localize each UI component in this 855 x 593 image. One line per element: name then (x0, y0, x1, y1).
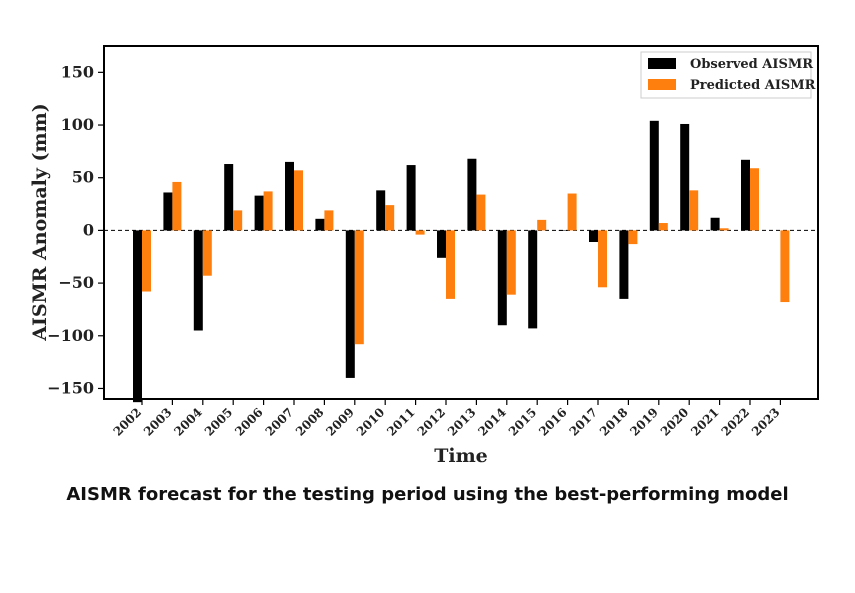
x-tick-label: 2022 (719, 405, 753, 439)
bar-observed-2014 (497, 230, 507, 326)
bar-observed-2022 (741, 159, 750, 231)
bar-predicted-2005 (233, 210, 243, 231)
bar-predicted-2015 (537, 219, 547, 231)
bar-predicted-2004 (202, 230, 212, 276)
x-tick-label: 2007 (263, 405, 297, 439)
x-tick-label: 2002 (111, 405, 145, 439)
bar-predicted-2019 (658, 223, 668, 231)
bar-predicted-2013 (476, 194, 486, 231)
chart: −150 −100 −50 0 50 100 150 20022003200420052006… (29, 45, 819, 467)
y-tick-label: −150 (47, 378, 94, 397)
bar-observed-2011 (406, 165, 416, 231)
plot-elements: −150 −100 −50 0 50 100 150 20022003200420052006… (47, 62, 818, 439)
bar-observed-2019 (649, 120, 659, 231)
x-tick-label: 2005 (202, 405, 236, 439)
bar-observed-2010 (376, 190, 386, 231)
bar-observed-2008 (315, 218, 325, 231)
bar-observed-2012 (437, 230, 446, 258)
y-tick-label: 50 (72, 168, 94, 187)
x-tick-label: 2016 (536, 405, 570, 439)
x-tick-label: 2023 (749, 405, 783, 439)
x-tick-label: 2003 (141, 405, 175, 439)
x-tick-label: 2021 (688, 405, 722, 439)
figure-caption: AISMR forecast for the testing period us… (66, 484, 789, 505)
x-tick-label: 2006 (232, 405, 266, 439)
bar-observed-2020 (680, 123, 690, 231)
legend-label-observed: Observed AISMR (690, 57, 813, 72)
x-tick-label: 2008 (293, 405, 327, 439)
y-tick-label: −100 (47, 326, 94, 345)
bar-observed-2002 (133, 230, 142, 403)
x-tick-label: 2014 (475, 405, 509, 439)
x-tick-label: 2013 (445, 405, 479, 439)
bar-predicted-2023 (780, 230, 790, 303)
y-tick-label: 100 (61, 115, 94, 134)
bar-observed-2021 (710, 217, 720, 231)
bar-observed-2015 (528, 230, 538, 329)
bar-predicted-2002 (142, 230, 151, 292)
bar-observed-2018 (619, 230, 629, 299)
x-tick-label: 2010 (354, 405, 388, 439)
bar-observed-2006 (254, 195, 264, 231)
y-tick-label: −50 (58, 273, 94, 292)
legend: Observed AISMR Predicted AISMR (640, 51, 816, 99)
bar-predicted-2003 (172, 181, 182, 231)
x-tick-label: 2019 (627, 405, 661, 439)
bar-predicted-2020 (689, 190, 699, 231)
x-axis-title: Time (434, 445, 488, 467)
bar-observed-2009 (345, 230, 355, 378)
bar-observed-2013 (467, 158, 477, 231)
legend-label-predicted: Predicted AISMR (690, 78, 816, 93)
y-tick-label: 0 (83, 220, 94, 239)
bar-predicted-2011 (415, 230, 425, 235)
x-tick-label: 2018 (597, 405, 631, 439)
bar-predicted-2008 (324, 210, 334, 231)
bar-predicted-2014 (506, 230, 516, 295)
bar-predicted-2007 (294, 170, 303, 231)
bar-observed-2004 (193, 230, 203, 331)
y-tick-label: 150 (61, 62, 94, 81)
legend-swatch-observed (648, 58, 676, 69)
bar-observed-2016 (558, 230, 568, 231)
x-tick-label: 2017 (567, 405, 601, 439)
bar-observed-2007 (285, 161, 294, 231)
x-tick-label: 2004 (171, 405, 205, 439)
x-tick-label: 2015 (506, 405, 540, 439)
x-tick-label: 2020 (658, 405, 692, 439)
bar-predicted-2021 (719, 228, 729, 231)
bar-observed-2017 (589, 230, 598, 242)
bar-predicted-2010 (385, 205, 395, 231)
bar-predicted-2009 (354, 230, 364, 345)
plot-frame (103, 45, 819, 400)
bar-predicted-2006 (263, 191, 273, 231)
bar-predicted-2022 (750, 168, 759, 231)
x-tick-label: 2012 (415, 405, 449, 439)
bar-observed-2003 (163, 192, 173, 231)
bar-predicted-2018 (628, 230, 638, 245)
bar-predicted-2012 (446, 230, 455, 299)
x-tick-label: 2009 (323, 405, 357, 439)
legend-swatch-predicted (648, 79, 676, 90)
bar-predicted-2016 (567, 193, 577, 231)
bar-observed-2005 (224, 164, 234, 231)
x-tick-label: 2011 (384, 405, 418, 439)
y-axis-title: AISMR Anomaly (mm) (29, 103, 51, 342)
bar-predicted-2017 (598, 230, 607, 288)
